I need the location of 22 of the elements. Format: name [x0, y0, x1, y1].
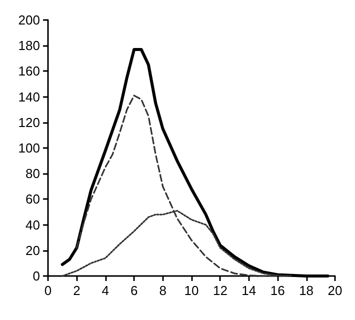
x-tick-label: 12 [212, 283, 228, 298]
x-tick-label: 18 [299, 283, 314, 298]
x-tick-label: 6 [130, 283, 138, 298]
y-tick-label: 60 [26, 192, 40, 207]
y-tick-label: 140 [18, 89, 40, 104]
y-tick-label: 100 [18, 140, 40, 156]
x-tick-label: 16 [270, 283, 285, 298]
y-tick-label: 120 [18, 114, 40, 130]
x-tick-label: 20 [328, 283, 342, 298]
y-tick-label: 40 [26, 217, 40, 232]
y-tick-label: 0 [32, 268, 40, 284]
x-tick-label: 0 [44, 283, 52, 298]
y-tick-label: 200 [18, 12, 40, 28]
y-tick-label: 80 [26, 166, 40, 182]
y-tick-label: 160 [18, 64, 40, 79]
y-tick-label: 20 [26, 242, 40, 258]
x-tick-label: 4 [102, 283, 110, 298]
x-tick-label: 2 [73, 283, 80, 298]
x-tick-label: 14 [242, 283, 256, 298]
x-tick-label: 8 [159, 283, 166, 298]
x-tick-label: 10 [184, 283, 199, 298]
y-tick-label: 180 [18, 38, 40, 54]
